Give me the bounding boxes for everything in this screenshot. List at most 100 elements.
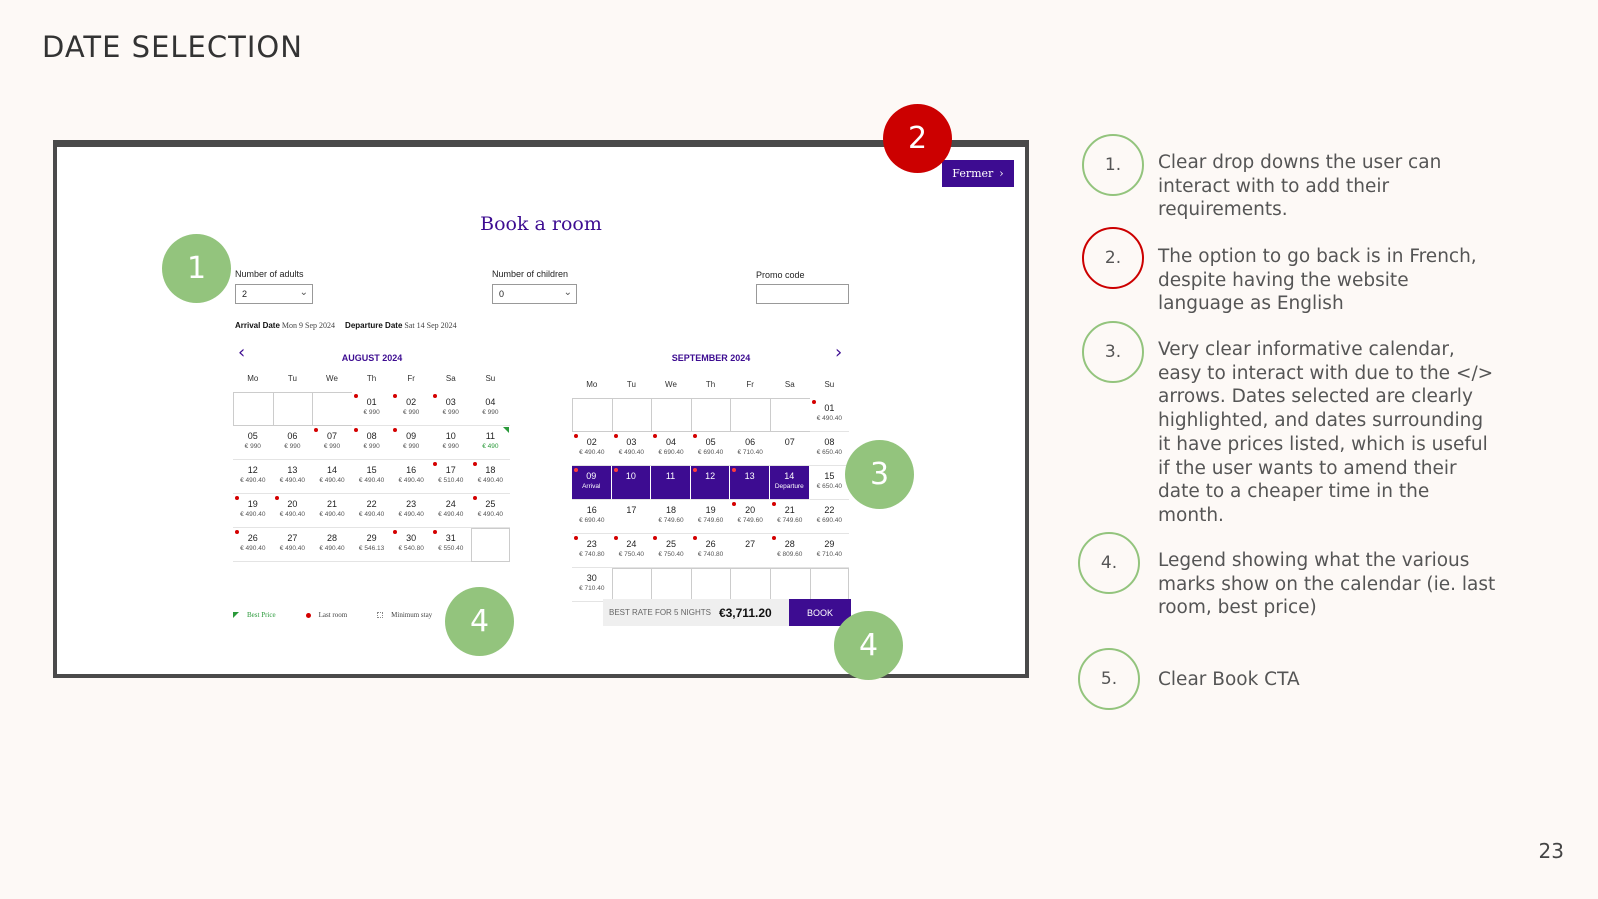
calendar-empty-cell <box>690 568 731 602</box>
day-number: 26 <box>705 539 716 549</box>
calendar-day[interactable]: 09 Arrival <box>572 466 612 500</box>
september-calendar: Mo Tu We Th Fr Sa Su 01 € 490.40 02 € 490.40 03 € 49… <box>572 372 850 602</box>
calendar-day[interactable]: 29 € 546.13 <box>351 528 392 562</box>
calendar-day[interactable]: 21 € 749.60 <box>769 500 810 534</box>
calendar-day[interactable]: 01 € 490.40 <box>809 398 850 432</box>
calendar-day[interactable]: 09 € 990 <box>391 426 431 460</box>
day-price: € 490.40 <box>477 511 504 518</box>
calendar-day[interactable]: 03 € 990 <box>430 392 471 426</box>
calendar-day[interactable]: 07 <box>769 432 810 466</box>
calendar-day[interactable]: 05 € 690.40 <box>690 432 731 466</box>
calendar-day[interactable]: 01 € 990 <box>351 392 392 426</box>
calendar-day[interactable]: 11 <box>651 466 691 500</box>
day-number: 11 <box>665 471 676 481</box>
calendar-day[interactable]: 23 € 490.40 <box>391 494 431 528</box>
calendar-day[interactable]: 20 € 749.60 <box>730 500 770 534</box>
last-room-dot-icon <box>432 394 437 398</box>
day-number: 06 <box>287 431 298 441</box>
calendar-day[interactable]: 21 € 490.40 <box>312 494 352 528</box>
calendar-day[interactable]: 13 € 490.40 <box>272 460 313 494</box>
day-price: € 490.40 <box>398 477 424 484</box>
calendar-day[interactable]: 16 € 690.40 <box>572 500 612 534</box>
day-number: 19 <box>705 505 716 515</box>
previous-month-arrow-icon[interactable]: ‹ <box>238 342 246 363</box>
day-number: 29 <box>366 533 377 543</box>
calendar-day[interactable]: 25 € 750.40 <box>651 534 691 568</box>
calendar-day[interactable]: 30 € 710.40 <box>572 568 612 602</box>
day-price: € 510.40 <box>438 477 464 484</box>
calendar-day[interactable]: 10 € 990 <box>430 426 471 460</box>
calendar-day[interactable]: 14 Departure <box>769 466 810 500</box>
day-price: € 490.40 <box>240 511 266 518</box>
calendar-day[interactable]: 15 € 650.40 <box>809 466 850 500</box>
calendar-day[interactable]: 31 € 550.40 <box>430 528 471 562</box>
calendar-empty-cell <box>312 392 352 426</box>
calendar-day[interactable]: 25 € 490.40 <box>470 494 511 528</box>
day-number: 08 <box>824 437 835 447</box>
day-number: 24 <box>626 539 637 549</box>
arrival-label: Arrival Date <box>235 321 280 330</box>
calendar-day[interactable]: 12 € 490.40 <box>233 460 273 494</box>
calendar-day[interactable]: 11 € 490 <box>470 426 511 460</box>
weekday-header: Su <box>824 380 835 389</box>
calendar-day[interactable]: 24 € 750.40 <box>611 534 652 568</box>
calendar-day[interactable]: 26 € 740.80 <box>690 534 731 568</box>
calendar-day[interactable]: 12 <box>690 466 731 500</box>
calendar-day[interactable]: 30 € 540.80 <box>391 528 431 562</box>
calendar-day[interactable]: 06 € 710.40 <box>730 432 770 466</box>
day-number: 06 <box>745 437 756 447</box>
book-button[interactable]: BOOK <box>789 599 851 626</box>
calendar-day[interactable]: 20 € 490.40 <box>272 494 313 528</box>
close-button[interactable]: Fermer › <box>942 160 1014 187</box>
calendar-day[interactable]: 22 € 490.40 <box>351 494 392 528</box>
calendar-day[interactable]: 29 € 710.40 <box>809 534 850 568</box>
calendar-day[interactable]: 18 € 490.40 <box>470 460 511 494</box>
promo-input[interactable] <box>756 284 849 304</box>
next-month-arrow-icon[interactable]: › <box>835 342 843 363</box>
calendar-day[interactable]: 14 € 490.40 <box>312 460 352 494</box>
calendar-day[interactable]: 27 <box>730 534 770 568</box>
calendar-day[interactable]: 19 € 490.40 <box>233 494 273 528</box>
weekday-header: Su <box>485 374 496 383</box>
calendar-day[interactable]: 07 € 990 <box>312 426 352 460</box>
calendar-day[interactable]: 05 € 990 <box>233 426 273 460</box>
day-number: 27 <box>745 539 756 549</box>
children-select[interactable]: 0 ⌄ <box>492 284 577 304</box>
calendar-day[interactable]: 15 € 490.40 <box>351 460 392 494</box>
calendar-day[interactable]: 06 € 990 <box>272 426 313 460</box>
calendar-day[interactable]: 10 <box>611 466 652 500</box>
calendar-day[interactable]: 18 € 749.60 <box>651 500 691 534</box>
day-price: € 490.40 <box>240 545 266 552</box>
calendar-day[interactable]: 16 € 490.40 <box>391 460 431 494</box>
calendar-day[interactable]: 26 € 490.40 <box>233 528 273 562</box>
calendar-day[interactable]: 04 € 690.40 <box>651 432 691 466</box>
last-room-dot-icon <box>432 530 437 534</box>
calendar-day[interactable]: 19 € 749.60 <box>690 500 731 534</box>
calendar-day[interactable]: 08 € 650.40 <box>809 432 850 466</box>
day-price: € 749.60 <box>697 517 724 524</box>
calendar-day[interactable]: 13 <box>730 466 770 500</box>
day-number: 20 <box>287 499 298 509</box>
calendar-day[interactable]: 03 € 490.40 <box>611 432 652 466</box>
day-price: € 710.40 <box>737 449 763 456</box>
calendar-day[interactable]: 27 € 490.40 <box>272 528 313 562</box>
calendar-day[interactable]: 17 <box>611 500 652 534</box>
calendar-day[interactable]: 08 € 990 <box>351 426 392 460</box>
adults-select[interactable]: 2 ⌄ <box>235 284 313 304</box>
calendar-day[interactable]: 17 € 510.40 <box>430 460 471 494</box>
note-number: 3. <box>1082 321 1144 383</box>
calendar-day[interactable]: 28 € 809.60 <box>769 534 810 568</box>
last-room-dot-icon <box>692 536 697 540</box>
calendar-day[interactable]: 04 € 990 <box>470 392 511 426</box>
calendar-day[interactable]: 28 € 490.40 <box>312 528 352 562</box>
day-number: 19 <box>247 499 258 509</box>
day-price: € 809.60 <box>777 551 803 558</box>
calendar-day[interactable]: 24 € 490.40 <box>430 494 471 528</box>
calendar-empty-cell <box>769 398 810 432</box>
calendar-day[interactable]: 02 € 490.40 <box>572 432 612 466</box>
calendar-day[interactable]: 22 € 690.40 <box>809 500 850 534</box>
calendar-day[interactable]: 23 € 740.80 <box>572 534 612 568</box>
calendar-day[interactable]: 02 € 990 <box>391 392 431 426</box>
promo-label: Promo code <box>756 270 805 280</box>
day-price: € 990 <box>482 409 499 416</box>
